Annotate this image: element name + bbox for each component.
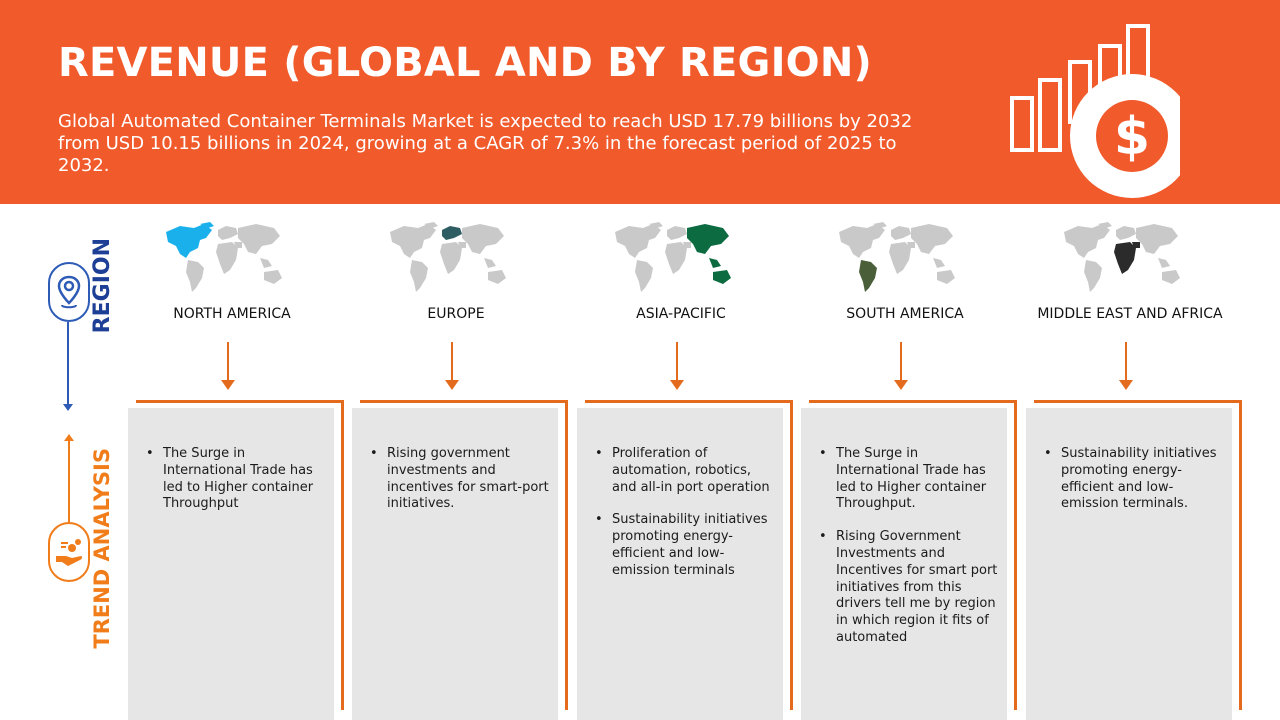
revenue-growth-dollar-icon: $ <box>1010 24 1180 198</box>
card-frame <box>1034 400 1242 710</box>
region-name: MIDDLE EAST AND AFRICA <box>1037 306 1223 322</box>
trend-list: The Surge in International Trade has led… <box>819 446 999 663</box>
trend-item: The Surge in International Trade has led… <box>819 446 999 513</box>
region-side-label: REGION <box>90 238 120 338</box>
connector-line <box>1125 342 1127 382</box>
region-map-icon <box>1058 218 1188 298</box>
region-map-icon <box>833 218 963 298</box>
trend-list: Sustainability initiatives promoting ene… <box>1044 446 1224 529</box>
trend-card: Rising government investments and incent… <box>352 408 558 720</box>
region-name: NORTH AMERICA <box>173 306 291 322</box>
trend-list: Rising government investments and incent… <box>370 446 550 529</box>
connector-line <box>676 342 678 382</box>
card-frame <box>809 400 1017 710</box>
trend-list: The Surge in International Trade has led… <box>146 446 326 529</box>
region-connector-line <box>67 322 69 408</box>
trend-connector-line <box>68 440 70 524</box>
connector-line <box>227 342 229 382</box>
page-title: REVENUE (GLOBAL AND BY REGION) <box>58 40 873 86</box>
svg-text:$: $ <box>1114 107 1150 167</box>
trend-item: Rising Government Investments and Incent… <box>819 529 999 647</box>
connector-line <box>451 342 453 382</box>
card-frame <box>360 400 568 710</box>
trend-list: Proliferation of automation, robotics, a… <box>595 446 775 596</box>
trend-side-label: TREND ANALYSIS <box>90 448 120 663</box>
region-column: ASIA-PACIFIC Proliferation of automation,… <box>577 218 797 720</box>
trend-item: Sustainability initiatives promoting ene… <box>1044 446 1224 513</box>
card-frame <box>136 400 344 710</box>
trend-card: The Surge in International Trade has led… <box>128 408 334 720</box>
trend-item: Sustainability initiatives promoting ene… <box>595 512 775 579</box>
region-column: NORTH AMERICA The Surge in International … <box>128 218 348 720</box>
region-map-icon <box>160 218 290 298</box>
arrow-down-icon <box>1119 380 1133 390</box>
location-pin-icon <box>48 262 90 322</box>
trend-card: Proliferation of automation, robotics, a… <box>577 408 783 720</box>
region-column: EUROPE Rising government investments and … <box>352 218 572 720</box>
region-name: EUROPE <box>427 306 485 322</box>
header-banner: REVENUE (GLOBAL AND BY REGION) Global Au… <box>0 0 1280 204</box>
trend-card: The Surge in International Trade has led… <box>801 408 1007 720</box>
connector-line <box>900 342 902 382</box>
hand-coins-icon <box>48 522 90 582</box>
region-map-icon <box>384 218 514 298</box>
trend-item: Rising government investments and incent… <box>370 446 550 513</box>
region-name: SOUTH AMERICA <box>846 306 964 322</box>
region-column: SOUTH AMERICA The Surge in International … <box>801 218 1021 720</box>
region-arrow-down-icon <box>63 404 73 411</box>
card-frame <box>585 400 793 710</box>
trend-item: The Surge in International Trade has led… <box>146 446 326 513</box>
trend-arrow-up-icon <box>64 434 74 441</box>
region-label: REGION <box>90 238 115 334</box>
arrow-down-icon <box>445 380 459 390</box>
trend-item: Proliferation of automation, robotics, a… <box>595 446 775 496</box>
trend-card: Sustainability initiatives promoting ene… <box>1026 408 1232 720</box>
region-map-icon <box>609 218 739 298</box>
region-name: ASIA-PACIFIC <box>636 306 726 322</box>
arrow-down-icon <box>221 380 235 390</box>
market-summary: Global Automated Container Terminals Mar… <box>58 111 913 176</box>
region-column: MIDDLE EAST AND AFRICA Sustainability ini… <box>1026 218 1246 720</box>
arrow-down-icon <box>670 380 684 390</box>
arrow-down-icon <box>894 380 908 390</box>
trend-label: TREND ANALYSIS <box>90 448 114 649</box>
